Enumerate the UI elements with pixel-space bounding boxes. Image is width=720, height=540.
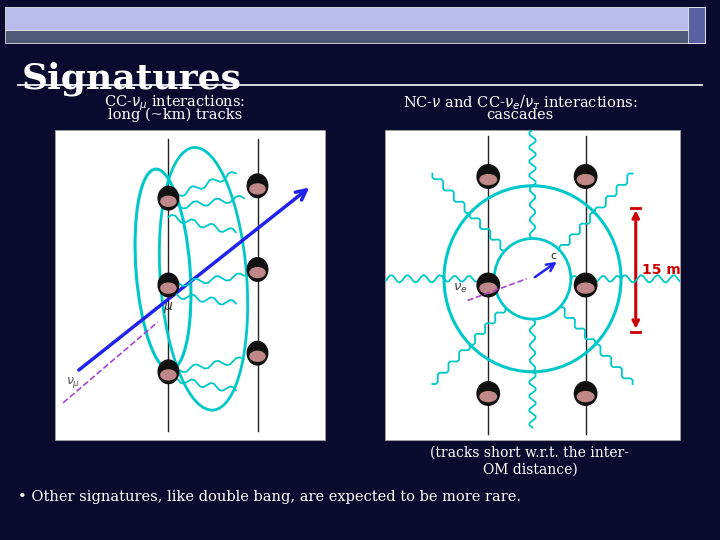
Circle shape bbox=[477, 382, 500, 406]
Circle shape bbox=[477, 165, 500, 188]
Circle shape bbox=[158, 273, 179, 297]
Ellipse shape bbox=[577, 283, 594, 293]
Text: NC-$\nu$ and CC-$\nu_e/\nu_\tau$ interactions:: NC-$\nu$ and CC-$\nu_e/\nu_\tau$ interac… bbox=[402, 93, 637, 112]
Ellipse shape bbox=[250, 184, 265, 194]
Text: long (~km) tracks: long (~km) tracks bbox=[108, 108, 242, 123]
Bar bbox=[5, 7, 705, 30]
Circle shape bbox=[575, 273, 597, 297]
Circle shape bbox=[158, 360, 179, 383]
Ellipse shape bbox=[161, 283, 176, 293]
Ellipse shape bbox=[480, 283, 497, 293]
Text: CC-$\nu_\mu$ interactions:: CC-$\nu_\mu$ interactions: bbox=[104, 93, 246, 113]
Text: 15 m: 15 m bbox=[642, 262, 680, 276]
Circle shape bbox=[158, 186, 179, 210]
Text: $\mu$: $\mu$ bbox=[163, 300, 174, 315]
Text: (tracks short w.r.t. the inter-
OM distance): (tracks short w.r.t. the inter- OM dista… bbox=[431, 446, 629, 476]
Bar bbox=[5, 30, 705, 43]
Circle shape bbox=[247, 174, 268, 198]
Ellipse shape bbox=[250, 352, 265, 361]
Bar bbox=[385, 130, 680, 440]
Ellipse shape bbox=[577, 392, 594, 402]
Circle shape bbox=[247, 341, 268, 365]
Ellipse shape bbox=[577, 174, 594, 185]
Circle shape bbox=[575, 382, 597, 406]
Circle shape bbox=[247, 258, 268, 281]
Ellipse shape bbox=[480, 174, 497, 185]
Text: c: c bbox=[550, 251, 557, 261]
Text: $\nu_\mu$: $\nu_\mu$ bbox=[66, 375, 80, 390]
Text: • Other signatures, like double bang, are expected to be more rare.: • Other signatures, like double bang, ar… bbox=[18, 490, 521, 504]
Bar bbox=[55, 130, 325, 440]
Ellipse shape bbox=[161, 370, 176, 380]
Ellipse shape bbox=[250, 268, 265, 278]
Circle shape bbox=[477, 273, 500, 297]
Text: Signatures: Signatures bbox=[22, 62, 242, 97]
Ellipse shape bbox=[480, 392, 497, 402]
Circle shape bbox=[575, 165, 597, 188]
Text: cascades: cascades bbox=[487, 108, 554, 122]
Text: $\nu_e$: $\nu_e$ bbox=[453, 282, 467, 295]
Ellipse shape bbox=[161, 197, 176, 206]
Bar bbox=[688, 7, 705, 43]
